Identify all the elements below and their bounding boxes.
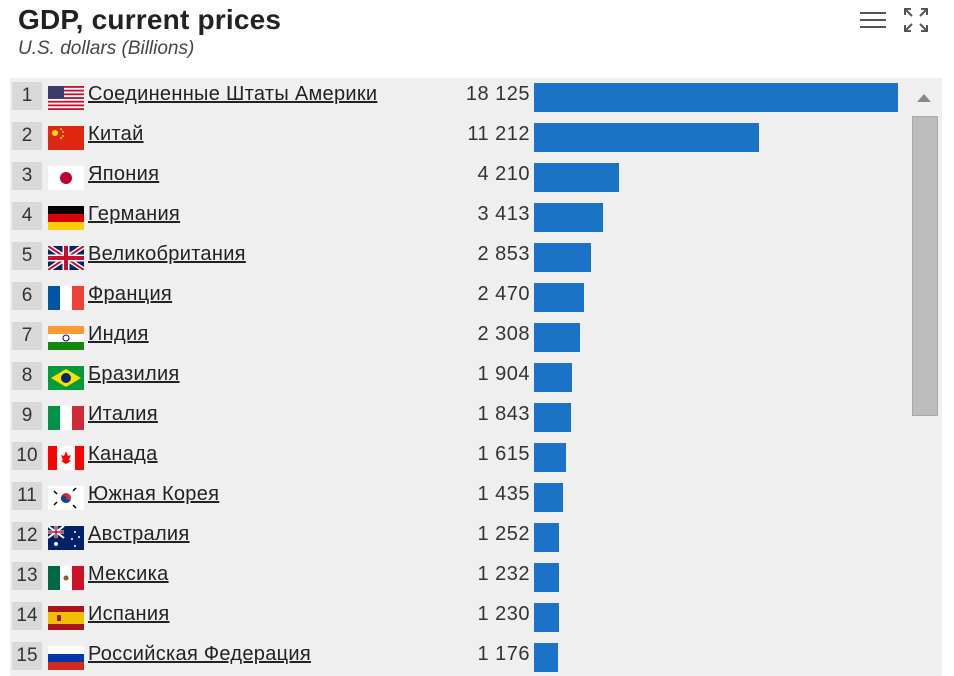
chart-title: GDP, current prices — [18, 4, 282, 35]
chart-panel: 1 Соединенные Штаты Америки 18 125 2 Китай 11… — [10, 78, 942, 676]
table-row: 12 Австралия 1 252 — [10, 518, 906, 558]
flag-brazil-icon — [48, 366, 84, 390]
bar[interactable] — [534, 203, 603, 232]
rank-label: 3 — [12, 162, 42, 190]
rank-label: 5 — [12, 242, 42, 270]
country-link[interactable]: Италия — [88, 403, 158, 425]
bar[interactable] — [534, 163, 619, 192]
data-label: 2 853 — [477, 243, 530, 265]
rank-label: 14 — [12, 602, 42, 630]
country-link[interactable]: Германия — [88, 203, 181, 225]
country-link[interactable]: Австралия — [88, 523, 190, 545]
table-row: 3 Япония 4 210 — [10, 158, 906, 198]
table-row: 7 Индия 2 308 — [10, 318, 906, 358]
data-label: 3 413 — [477, 203, 530, 225]
flag-france-icon — [48, 286, 84, 310]
table-row: 1 Соединенные Штаты Америки 18 125 — [10, 78, 906, 118]
scroll-up-arrow-icon[interactable] — [917, 94, 931, 102]
flag-south-korea-icon — [48, 486, 84, 510]
scroll-thumb[interactable] — [912, 116, 938, 416]
bar[interactable] — [534, 563, 559, 592]
table-row: 6 Франция 2 470 — [10, 278, 906, 318]
country-link[interactable]: Российская Федерация — [88, 643, 312, 665]
data-label: 18 125 — [465, 83, 530, 105]
scrollbar[interactable] — [908, 80, 942, 676]
flag-china-icon — [48, 126, 84, 150]
menu-icon[interactable] — [860, 8, 886, 32]
data-label: 1 232 — [477, 563, 530, 585]
country-link[interactable]: Соединенные Штаты Америки — [88, 83, 378, 105]
flag-australia-icon — [48, 526, 84, 550]
bar[interactable] — [534, 483, 563, 512]
flag-spain-icon — [48, 606, 84, 630]
rank-label: 4 — [12, 202, 42, 230]
flag-italy-icon — [48, 406, 84, 430]
country-link[interactable]: Китай — [88, 123, 144, 145]
country-link[interactable]: Канада — [88, 443, 158, 465]
country-link[interactable]: Япония — [88, 163, 160, 185]
data-label: 1 435 — [477, 483, 530, 505]
table-row: 9 Италия 1 843 — [10, 398, 906, 438]
bar[interactable] — [534, 83, 898, 112]
country-link[interactable]: Индия — [88, 323, 149, 345]
table-row: 15 Российская Федерация 1 176 — [10, 638, 906, 676]
rank-label: 7 — [12, 322, 42, 350]
expand-icon[interactable] — [902, 6, 930, 34]
data-label: 1 843 — [477, 403, 530, 425]
country-link[interactable]: Великобритания — [88, 243, 246, 265]
table-row: 14 Испания 1 230 — [10, 598, 906, 638]
flag-germany-icon — [48, 206, 84, 230]
rank-label: 12 — [12, 522, 42, 550]
bar[interactable] — [534, 523, 559, 552]
bar[interactable] — [534, 643, 558, 672]
table-row: 5 Великобритания 2 853 — [10, 238, 906, 278]
table-row: 4 Германия 3 413 — [10, 198, 906, 238]
country-link[interactable]: Бразилия — [88, 363, 180, 385]
country-link[interactable]: Франция — [88, 283, 173, 305]
rank-label: 11 — [12, 482, 42, 510]
data-label: 2 470 — [477, 283, 530, 305]
rank-label: 15 — [12, 642, 42, 670]
table-row: 10 Канада 1 615 — [10, 438, 906, 478]
data-label: 1 176 — [477, 643, 530, 665]
chart-subtitle: U.S. dollars (Billions) — [18, 38, 195, 59]
bar[interactable] — [534, 243, 591, 272]
country-link[interactable]: Испания — [88, 603, 170, 625]
rank-label: 9 — [12, 402, 42, 430]
data-label: 1 230 — [477, 603, 530, 625]
flag-india-icon — [48, 326, 84, 350]
bar[interactable] — [534, 403, 571, 432]
rank-label: 2 — [12, 122, 42, 150]
bar[interactable] — [534, 363, 572, 392]
data-label: 2 308 — [477, 323, 530, 345]
bar[interactable] — [534, 443, 566, 472]
bar[interactable] — [534, 603, 559, 632]
rank-label: 1 — [12, 82, 42, 110]
data-label: 1 615 — [477, 443, 530, 465]
data-label: 1 252 — [477, 523, 530, 545]
bar[interactable] — [534, 123, 759, 152]
country-link[interactable]: Южная Корея — [88, 483, 220, 505]
table-row: 13 Мексика 1 232 — [10, 558, 906, 598]
table-row: 2 Китай 11 212 — [10, 118, 906, 158]
flag-uk-icon — [48, 246, 84, 270]
table-row: 11 Южная Корея 1 435 — [10, 478, 906, 518]
data-label: 4 210 — [477, 163, 530, 185]
rank-label: 13 — [12, 562, 42, 590]
rank-label: 6 — [12, 282, 42, 310]
data-label: 11 212 — [467, 123, 530, 145]
rank-label: 8 — [12, 362, 42, 390]
bar[interactable] — [534, 283, 584, 312]
bar[interactable] — [534, 323, 580, 352]
country-link[interactable]: Мексика — [88, 563, 169, 585]
chart-header: GDP, current prices U.S. dollars (Billio… — [18, 4, 281, 60]
table-row: 8 Бразилия 1 904 — [10, 358, 906, 398]
flag-russia-icon — [48, 646, 84, 670]
flag-mexico-icon — [48, 566, 84, 590]
flag-japan-icon — [48, 166, 84, 190]
flag-canada-icon — [48, 446, 84, 470]
rank-label: 10 — [12, 442, 42, 470]
data-label: 1 904 — [477, 363, 530, 385]
flag-usa-icon — [48, 86, 84, 110]
